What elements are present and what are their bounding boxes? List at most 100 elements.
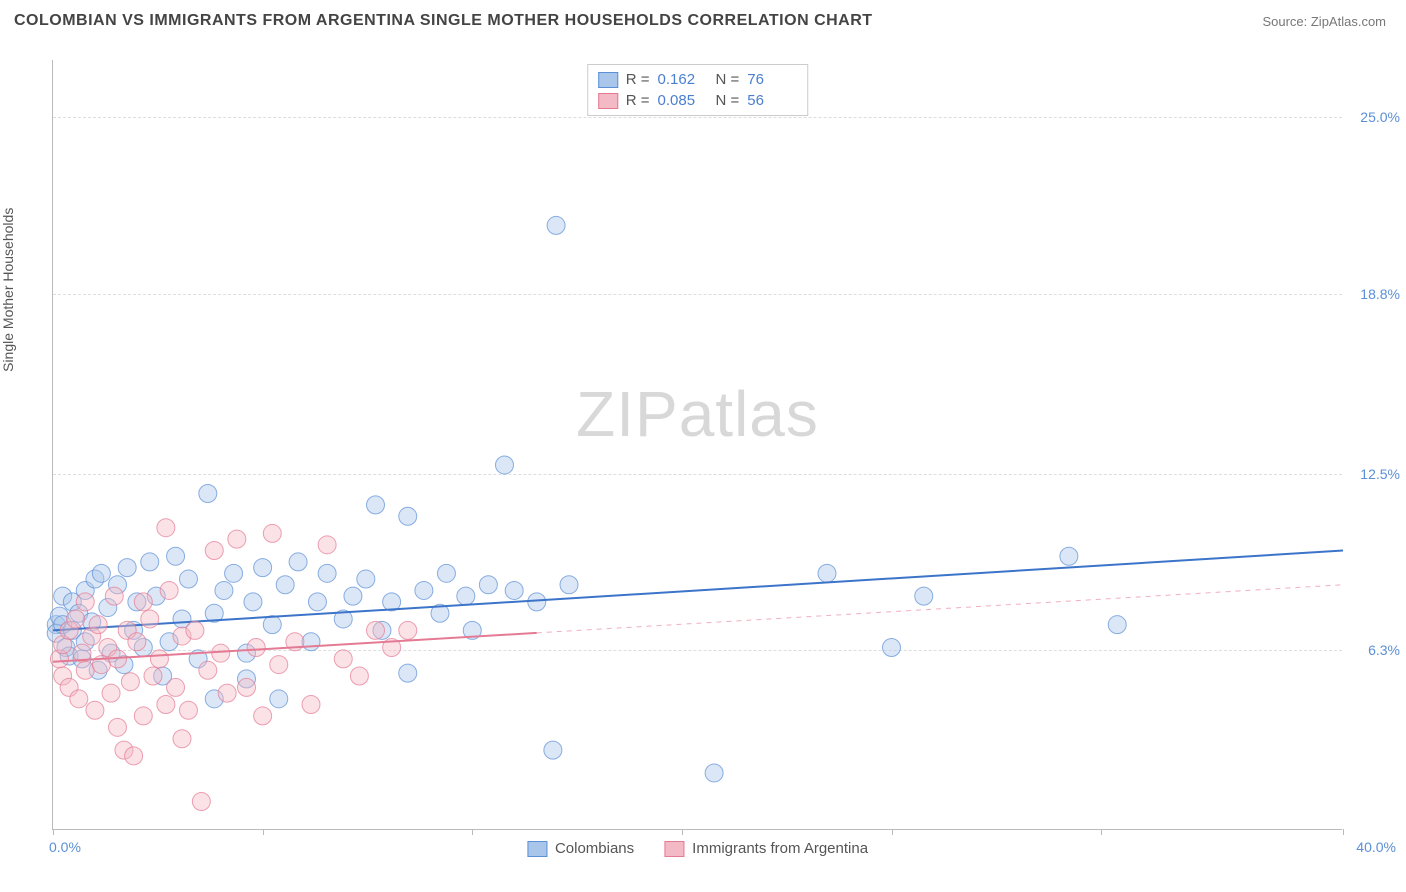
scatter-point bbox=[157, 696, 175, 714]
scatter-point bbox=[263, 524, 281, 542]
legend-r-label-0: R = bbox=[626, 71, 650, 88]
legend-n-label-0: N = bbox=[716, 71, 740, 88]
x-tick bbox=[682, 829, 683, 835]
scatter-point bbox=[528, 593, 546, 611]
scatter-point bbox=[547, 216, 565, 234]
scatter-point bbox=[357, 570, 375, 588]
x-tick-max-label: 40.0% bbox=[1356, 839, 1396, 855]
x-tick bbox=[1343, 829, 1344, 835]
scatter-point bbox=[144, 667, 162, 685]
scatter-point bbox=[89, 616, 107, 634]
plot-area: ZIPatlas 6.3%12.5%18.8%25.0% 0.0% 40.0% … bbox=[52, 60, 1342, 830]
scatter-point bbox=[179, 701, 197, 719]
source-label: Source: ZipAtlas.com bbox=[1262, 14, 1386, 29]
chart-container: ZIPatlas 6.3%12.5%18.8%25.0% 0.0% 40.0% … bbox=[52, 60, 1342, 830]
scatter-svg bbox=[53, 60, 1342, 829]
scatter-point bbox=[167, 547, 185, 565]
scatter-point bbox=[212, 644, 230, 662]
scatter-point bbox=[157, 519, 175, 537]
scatter-point bbox=[141, 610, 159, 628]
scatter-point bbox=[134, 707, 152, 725]
x-tick bbox=[263, 829, 264, 835]
scatter-point bbox=[415, 581, 433, 599]
scatter-point bbox=[141, 553, 159, 571]
scatter-point bbox=[160, 581, 178, 599]
scatter-point bbox=[118, 559, 136, 577]
scatter-point bbox=[367, 496, 385, 514]
scatter-point bbox=[102, 684, 120, 702]
scatter-point bbox=[367, 621, 385, 639]
scatter-point bbox=[496, 456, 514, 474]
scatter-point bbox=[215, 581, 233, 599]
scatter-point bbox=[334, 650, 352, 668]
scatter-point bbox=[302, 633, 320, 651]
scatter-point bbox=[399, 664, 417, 682]
scatter-point bbox=[76, 661, 94, 679]
scatter-point bbox=[228, 530, 246, 548]
y-tick-label: 18.8% bbox=[1360, 286, 1400, 302]
legend-series-label-0: Colombians bbox=[555, 840, 634, 857]
scatter-point bbox=[276, 576, 294, 594]
y-axis-label: Single Mother Households bbox=[0, 208, 16, 372]
legend-stats-row-1: R = 0.085 N = 56 bbox=[598, 90, 798, 111]
legend-n-value-0: 76 bbox=[747, 71, 797, 88]
x-tick bbox=[1101, 829, 1102, 835]
scatter-point bbox=[199, 484, 217, 502]
scatter-point bbox=[125, 747, 143, 765]
legend-n-value-1: 56 bbox=[747, 92, 797, 109]
legend-series-swatch-1 bbox=[664, 841, 684, 857]
scatter-point bbox=[167, 678, 185, 696]
x-tick bbox=[472, 829, 473, 835]
scatter-point bbox=[109, 718, 127, 736]
scatter-point bbox=[86, 701, 104, 719]
scatter-point bbox=[915, 587, 933, 605]
scatter-point bbox=[705, 764, 723, 782]
scatter-point bbox=[254, 707, 272, 725]
scatter-point bbox=[238, 678, 256, 696]
scatter-point bbox=[560, 576, 578, 594]
scatter-point bbox=[318, 536, 336, 554]
scatter-point bbox=[270, 690, 288, 708]
trend-line bbox=[53, 551, 1343, 631]
legend-n-label-1: N = bbox=[716, 92, 740, 109]
scatter-point bbox=[270, 656, 288, 674]
scatter-point bbox=[263, 616, 281, 634]
scatter-point bbox=[186, 621, 204, 639]
scatter-point bbox=[67, 610, 85, 628]
scatter-point bbox=[479, 576, 497, 594]
y-tick-label: 25.0% bbox=[1360, 109, 1400, 125]
scatter-point bbox=[344, 587, 362, 605]
scatter-point bbox=[92, 564, 110, 582]
scatter-point bbox=[505, 581, 523, 599]
scatter-point bbox=[247, 638, 265, 656]
y-tick-label: 6.3% bbox=[1368, 642, 1400, 658]
legend-series-label-1: Immigrants from Argentina bbox=[692, 840, 868, 857]
scatter-point bbox=[121, 673, 139, 691]
legend-r-value-0: 0.162 bbox=[658, 71, 708, 88]
scatter-point bbox=[218, 684, 236, 702]
scatter-point bbox=[350, 667, 368, 685]
chart-title: COLOMBIAN VS IMMIGRANTS FROM ARGENTINA S… bbox=[14, 12, 873, 30]
scatter-point bbox=[289, 553, 307, 571]
scatter-point bbox=[818, 564, 836, 582]
scatter-point bbox=[105, 587, 123, 605]
scatter-point bbox=[244, 593, 262, 611]
scatter-point bbox=[1060, 547, 1078, 565]
legend-series-item-1: Immigrants from Argentina bbox=[664, 840, 868, 857]
header: COLOMBIAN VS IMMIGRANTS FROM ARGENTINA S… bbox=[0, 0, 1406, 36]
x-tick-min-label: 0.0% bbox=[49, 839, 81, 855]
legend-stats-row-0: R = 0.162 N = 76 bbox=[598, 69, 798, 90]
scatter-point bbox=[457, 587, 475, 605]
scatter-point bbox=[150, 650, 168, 668]
scatter-point bbox=[179, 570, 197, 588]
legend-series-swatch-0 bbox=[527, 841, 547, 857]
x-tick bbox=[53, 829, 54, 835]
scatter-point bbox=[399, 621, 417, 639]
legend-swatch-0 bbox=[598, 72, 618, 88]
scatter-point bbox=[544, 741, 562, 759]
scatter-point bbox=[205, 542, 223, 560]
legend-r-label-1: R = bbox=[626, 92, 650, 109]
scatter-point bbox=[308, 593, 326, 611]
scatter-point bbox=[173, 730, 191, 748]
scatter-point bbox=[883, 638, 901, 656]
